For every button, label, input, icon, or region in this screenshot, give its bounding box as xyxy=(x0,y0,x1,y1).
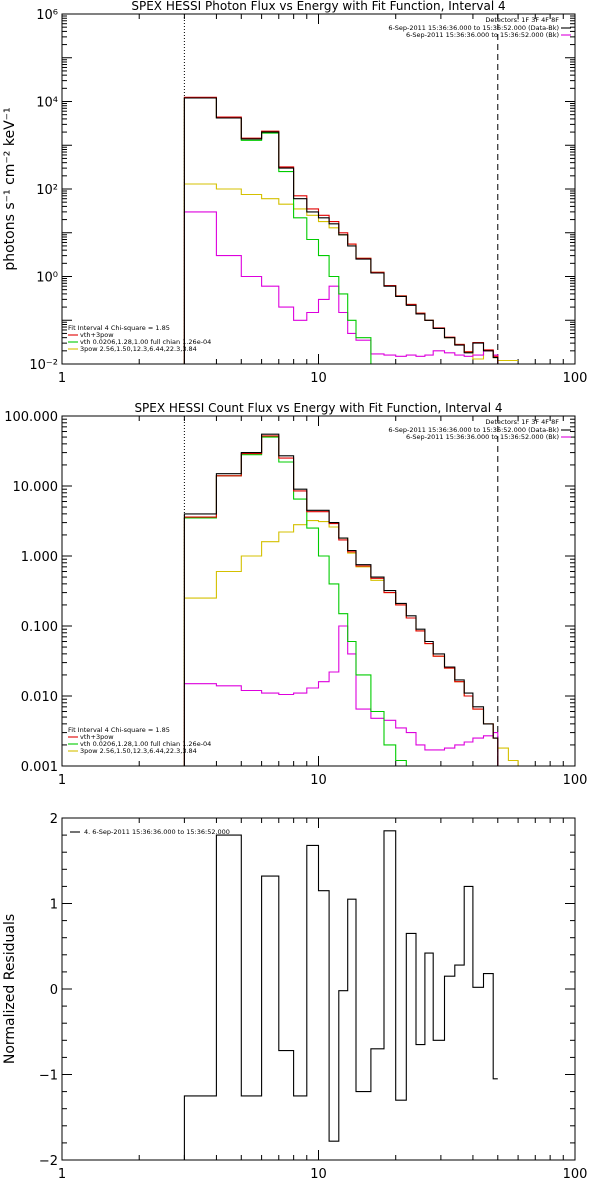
plot-area xyxy=(183,416,528,766)
y-tick-label: 100.000 xyxy=(4,410,58,425)
residuals-histogram xyxy=(183,830,498,1160)
x-tick-label: 10 xyxy=(310,773,327,788)
y-tick-label: 10⁰ xyxy=(36,271,58,286)
legend-right: Detectors: 1F 3F 4F 8F6-Sep-2011 15:36:3… xyxy=(388,418,571,441)
y-tick-label: 1 xyxy=(50,898,58,913)
y-tick-label: 0.010 xyxy=(21,690,58,705)
plot-frame xyxy=(61,13,576,365)
data-histogram xyxy=(183,97,499,364)
chart-panel-3: Normalized Residuals 1 10 100 −2 −1 0 1 2 4. 6-Se… xyxy=(2,812,587,1182)
data-histogram xyxy=(183,433,499,766)
legend-residual: 4. 6-Sep-2011 15:36:36.000 to 15:36:52.0… xyxy=(70,828,230,836)
y-ticks: 0.001 0.010 0.100 1.000 10.000 100.000 xyxy=(4,410,575,775)
legend-entry-text: 6-Sep-2011 15:36:36.000 to 15:36:52.000 … xyxy=(388,426,559,434)
y-axis-label: photons s⁻¹ cm⁻² keV⁻¹ xyxy=(2,107,18,270)
legend-left: Fit Interval 4 Chi-square = 1.85vth+3pow… xyxy=(68,324,211,353)
legend-entry-text: vth 0.0206,1.28,1.00 full chian 1.26e-04 xyxy=(80,338,211,346)
y-ticks: 10⁻² 10⁰ 10² 10⁴ 10⁶ xyxy=(29,8,575,373)
x-tick-label: 10 xyxy=(310,371,327,386)
legend-entry-text: 3pow 2.56,1.50,12.3,6.44,22.3,3.84 xyxy=(80,345,197,353)
plot-area xyxy=(183,830,498,1160)
background-histogram xyxy=(183,211,499,364)
y-tick-label: −2 xyxy=(39,1154,58,1169)
powerlaw-fit-histogram xyxy=(183,183,519,364)
legend-entry-text: 6-Sep-2011 15:36:36.000 to 15:36:52.000 … xyxy=(406,31,559,39)
detectors-label: Detectors: 1F 3F 4F 8F xyxy=(485,16,559,24)
legend-entry-text: 6-Sep-2011 15:36:36.000 to 15:36:52.000 … xyxy=(406,433,559,441)
background-histogram xyxy=(183,625,499,766)
thermal-fit-histogram xyxy=(183,436,407,766)
thermal-fit-histogram xyxy=(183,97,385,364)
x-tick-label: 1 xyxy=(58,371,66,386)
x-tick-label: 100 xyxy=(563,1167,588,1182)
y-tick-label: 10⁻² xyxy=(29,358,58,373)
detectors-label: Detectors: 1F 3F 4F 8F xyxy=(485,418,559,426)
x-tick-label: 1 xyxy=(58,773,66,788)
plot-frame xyxy=(61,415,576,767)
legend-entry-text: 4. 6-Sep-2011 15:36:36.000 to 15:36:52.0… xyxy=(84,828,230,836)
chart-panel-1: SPEX HESSI Photon Flux vs Energy with Fi… xyxy=(2,0,587,386)
y-tick-label: 0 xyxy=(50,983,58,998)
y-tick-label: 2 xyxy=(50,812,58,827)
legend-left: Fit Interval 4 Chi-square = 1.85vth+3pow… xyxy=(68,726,211,755)
y-tick-label: 0.100 xyxy=(21,620,58,635)
total-fit-histogram xyxy=(183,435,499,766)
y-tick-label: 10⁴ xyxy=(36,96,58,111)
plot-frame xyxy=(61,817,576,1161)
legend-entry-text: vth+3pow xyxy=(80,331,114,339)
y-tick-label: 10² xyxy=(36,183,58,198)
legend-entry-text: vth+3pow xyxy=(80,733,114,741)
chart-title: SPEX HESSI Count Flux vs Energy with Fit… xyxy=(134,401,502,415)
legend-entry-text: 6-Sep-2011 15:36:36.000 to 15:36:52.000 … xyxy=(388,24,559,32)
total-fit-histogram xyxy=(183,96,499,364)
x-tick-label: 10 xyxy=(310,1167,327,1182)
x-tick-label: 100 xyxy=(563,773,588,788)
y-ticks: −2 −1 0 1 2 xyxy=(39,812,575,1169)
x-ticks: 1 10 100 xyxy=(58,818,588,1182)
chart-panel-2: SPEX HESSI Count Flux vs Energy with Fit… xyxy=(4,401,587,788)
legend-entry-text: vth 0.0206,1.28,1.00 full chian 1.26e-04 xyxy=(80,740,211,748)
fit-info-label: Fit Interval 4 Chi-square = 1.85 xyxy=(68,726,170,734)
y-tick-label: −1 xyxy=(39,1069,58,1084)
y-axis-label: Normalized Residuals xyxy=(2,914,18,1064)
x-tick-label: 1 xyxy=(58,1167,66,1182)
fit-info-label: Fit Interval 4 Chi-square = 1.85 xyxy=(68,324,170,332)
y-tick-label: 10⁶ xyxy=(36,8,58,23)
y-tick-label: 10.000 xyxy=(13,480,59,495)
chart-title: SPEX HESSI Photon Flux vs Energy with Fi… xyxy=(131,0,505,13)
x-tick-label: 100 xyxy=(563,371,588,386)
y-tick-label: 0.001 xyxy=(21,760,58,775)
legend-right: Detectors: 1F 3F 4F 8F6-Sep-2011 15:36:3… xyxy=(388,16,571,39)
legend-entry-text: 3pow 2.56,1.50,12.3,6.44,22.3,3.84 xyxy=(80,747,197,755)
plot-area xyxy=(183,14,519,364)
y-tick-label: 1.000 xyxy=(21,550,58,565)
